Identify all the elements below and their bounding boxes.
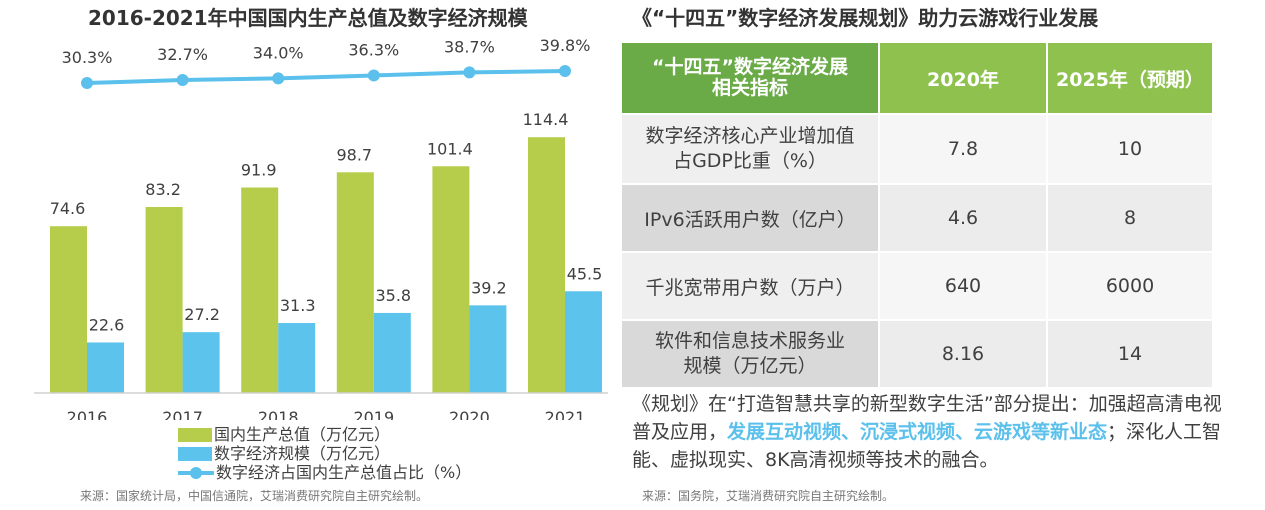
left-chart-title: 2016-2021年中国国内生产总值及数字经济规模 bbox=[88, 6, 528, 30]
legend-swatch-blue bbox=[178, 446, 212, 461]
gdp-digital-economy-chart: 74.6 22.6 2016 83.2 27.2 2017 91.9 31.3 2018 98.7… bbox=[34, 36, 608, 420]
table-header-row: “十四五”数字经济发展 相关指标 2020年 2025年（预期） bbox=[622, 43, 1212, 113]
table-row: 数字经济核心产业增加值 占GDP比重（%） 7.8 10 bbox=[622, 115, 1212, 183]
cell-indicator: 千兆宽带用户数（万户） bbox=[622, 253, 878, 319]
x-tick-label: 2017 bbox=[162, 408, 203, 420]
chart-legend: 国内生产总值（万亿元） 数字经济规模（万亿元） 数字经济占国内生产总值占比（%） bbox=[178, 425, 471, 482]
x-tick-label: 2019 bbox=[353, 408, 394, 420]
table-row: 软件和信息技术服务业 规模（万亿元） 8.16 14 bbox=[622, 321, 1212, 387]
bar-digital-economy bbox=[87, 342, 124, 393]
cell-2025: 14 bbox=[1048, 321, 1212, 387]
point-share bbox=[463, 66, 476, 79]
cell-2020: 8.16 bbox=[880, 321, 1046, 387]
cell-indicator: IPv6活跃用户数（亿户） bbox=[622, 185, 878, 251]
point-share bbox=[81, 77, 93, 89]
data-label-digital-economy: 45.5 bbox=[567, 264, 603, 283]
data-label-digital-economy: 22.6 bbox=[89, 315, 125, 334]
legend-swatch-green bbox=[178, 427, 212, 442]
right-source: 来源：国务院，艾瑞消费研究院自主研究绘制。 bbox=[642, 489, 895, 503]
table-row: 千兆宽带用户数（万户） 640 6000 bbox=[622, 253, 1212, 319]
bar-gdp bbox=[432, 166, 470, 393]
data-label-share: 36.3% bbox=[348, 40, 399, 59]
bar-digital-economy bbox=[278, 323, 316, 393]
table-row: IPv6活跃用户数（亿户） 4.6 8 bbox=[622, 185, 1212, 251]
data-label-share: 30.3% bbox=[62, 48, 113, 67]
point-share bbox=[367, 69, 380, 82]
legend-item-gdp: 国内生产总值（万亿元） bbox=[178, 425, 471, 444]
indicator-table: “十四五”数字经济发展 相关指标 2020年 2025年（预期） 数字经济核心产… bbox=[620, 41, 1214, 389]
header-2025: 2025年（预期） bbox=[1048, 43, 1212, 113]
data-label-digital-economy: 39.2 bbox=[471, 278, 507, 297]
bar-gdp bbox=[241, 187, 279, 393]
header-2020: 2020年 bbox=[880, 43, 1046, 113]
data-label-gdp: 98.7 bbox=[336, 145, 372, 164]
legend-line-marker-icon bbox=[178, 466, 214, 479]
note-text: 《规划》在“打造智慧共享的新型数字生活”部分提出：加强超高清电视普及应用， bbox=[632, 393, 1222, 443]
x-tick-label: 2018 bbox=[258, 408, 299, 420]
legend-label: 数字经济规模（万亿元） bbox=[214, 444, 391, 463]
data-label-share: 39.8% bbox=[540, 36, 591, 55]
left-source: 来源：国家统计局，中国信通院，艾瑞消费研究院自主研究绘制。 bbox=[80, 489, 429, 503]
cell-2020: 4.6 bbox=[880, 185, 1046, 251]
bar-digital-economy bbox=[182, 332, 220, 393]
bar-gdp bbox=[50, 226, 87, 393]
data-label-share: 34.0% bbox=[253, 43, 304, 62]
cell-2025: 10 bbox=[1048, 115, 1212, 183]
bar-gdp bbox=[336, 172, 374, 393]
line-share bbox=[86, 69, 566, 85]
legend-item-share: 数字经济占国内生产总值占比（%） bbox=[178, 463, 471, 482]
data-label-gdp: 114.4 bbox=[523, 110, 569, 129]
plan-note: 《规划》在“打造智慧共享的新型数字生活”部分提出：加强超高清电视普及应用，发展互… bbox=[632, 390, 1232, 474]
point-share bbox=[559, 65, 571, 78]
x-tick-label: 2016 bbox=[67, 408, 108, 420]
x-tick-label: 2021 bbox=[545, 408, 586, 420]
bar-gdp bbox=[528, 137, 565, 393]
bar-digital-economy bbox=[565, 291, 602, 393]
data-label-digital-economy: 27.2 bbox=[184, 305, 220, 324]
data-label-digital-economy: 35.8 bbox=[375, 286, 411, 305]
data-label-gdp: 101.4 bbox=[427, 139, 473, 158]
cell-indicator: 数字经济核心产业增加值 占GDP比重（%） bbox=[622, 115, 878, 183]
data-label-share: 32.7% bbox=[157, 45, 208, 64]
legend-item-digital: 数字经济规模（万亿元） bbox=[178, 444, 471, 463]
legend-label: 数字经济占国内生产总值占比（%） bbox=[216, 463, 472, 482]
point-share bbox=[272, 72, 285, 85]
data-label-gdp: 83.2 bbox=[145, 180, 181, 199]
cell-2020: 640 bbox=[880, 253, 1046, 319]
cell-indicator: 软件和信息技术服务业 规模（万亿元） bbox=[622, 321, 878, 387]
data-label-digital-economy: 31.3 bbox=[280, 296, 316, 315]
data-label-gdp: 74.6 bbox=[50, 199, 86, 218]
x-tick-label: 2020 bbox=[449, 408, 490, 420]
point-share bbox=[176, 73, 189, 86]
data-label-gdp: 91.9 bbox=[241, 161, 277, 180]
right-title: 《“十四五”数字经济发展规划》助力云游戏行业发展 bbox=[632, 6, 1099, 30]
bar-gdp bbox=[145, 206, 183, 393]
legend-label: 国内生产总值（万亿元） bbox=[214, 425, 391, 444]
cell-2025: 8 bbox=[1048, 185, 1212, 251]
data-label-share: 38.7% bbox=[444, 37, 495, 56]
cell-2020: 7.8 bbox=[880, 115, 1046, 183]
bar-digital-economy bbox=[373, 312, 411, 393]
header-indicator: “十四五”数字经济发展 相关指标 bbox=[622, 43, 878, 113]
note-highlight: 发展互动视频、沉浸式视频、云游戏等新业态 bbox=[727, 421, 1108, 443]
note-text: ；深化人工智能、虚拟现实、8K高清视频等技术的融合。 bbox=[632, 421, 1222, 471]
bar-digital-economy bbox=[469, 305, 507, 393]
cell-2025: 6000 bbox=[1048, 253, 1212, 319]
